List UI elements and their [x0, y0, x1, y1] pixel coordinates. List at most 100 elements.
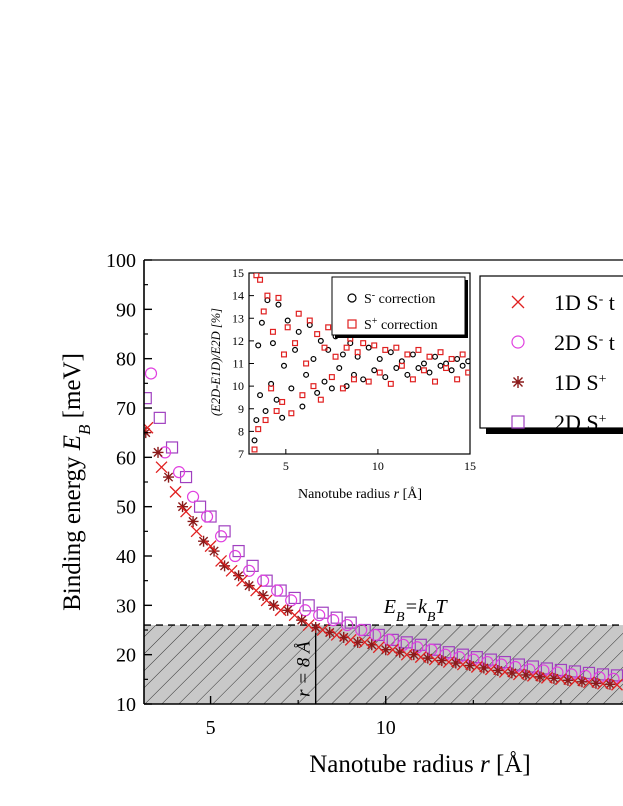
inset-point-circle-0: [251, 437, 258, 444]
x-tick-label: 10: [376, 717, 396, 739]
inset-point-square-12: [280, 351, 287, 358]
point-x-20: [400, 648, 413, 661]
inset-point-square-4: [260, 308, 267, 315]
point-x-12: [288, 609, 301, 622]
inset-point-circle-52: [465, 358, 470, 365]
point-square-28: [526, 660, 540, 673]
point-square-22: [442, 646, 455, 659]
inset-point-square-36: [376, 369, 383, 376]
inset-point-circle-1: [253, 417, 260, 424]
inset-point-circle-3: [257, 392, 264, 399]
inset-point-circle-23: [321, 378, 328, 385]
point-x-18: [372, 641, 385, 654]
inset-y-tick-label: 12: [232, 334, 244, 348]
legend-label-1d-s-minus: 1D S- t: [554, 290, 615, 315]
point-square-1: [153, 411, 166, 424]
inset-point-square-22: [317, 396, 324, 403]
point-star-1: [152, 446, 164, 458]
inset-y-axis-title: (E2D-E1D)/E2D [%]: [209, 308, 223, 416]
inset-point-circle-15: [292, 346, 299, 353]
point-star-17: [352, 636, 364, 648]
point-square-5: [204, 510, 217, 523]
inset-point-circle-21: [314, 389, 321, 396]
point-star-18: [366, 639, 378, 651]
point-x-8: [236, 574, 249, 587]
point-star-33: [576, 676, 588, 688]
inset-point-square-7: [268, 385, 275, 392]
inset-point-circle-41: [404, 371, 411, 378]
point-circle-8: [257, 574, 270, 587]
inset-point-circle-46: [432, 353, 439, 360]
inset-x-axis-title: Nanotube radius r [Å]: [298, 486, 422, 502]
inset-point-square-33: [360, 340, 367, 347]
inset-point-square-10: [275, 294, 282, 301]
point-star-7: [219, 560, 231, 572]
inset-point-square-50: [454, 376, 461, 383]
point-circle-2: [172, 466, 186, 479]
inset-point-square-40: [398, 362, 405, 369]
inset-point-circle-47: [437, 362, 444, 369]
point-x-17: [358, 636, 371, 649]
main-data-points: [144, 367, 623, 691]
inset-point-circle-17: [299, 403, 306, 410]
point-square-14: [330, 611, 343, 624]
inset-point-circle-5: [262, 408, 269, 415]
point-x-14: [316, 624, 329, 636]
point-square-17: [372, 628, 385, 642]
inset-point-circle-38: [387, 349, 394, 356]
point-x-10: [260, 594, 273, 607]
inset-data-points: [251, 273, 470, 453]
point-circle-10: [285, 594, 298, 607]
point-star-16: [338, 631, 350, 643]
inset-point-circle-45: [426, 369, 433, 376]
point-square-33: [596, 668, 610, 681]
inset-point-square-24: [325, 324, 332, 331]
inset-point-circle-22: [317, 337, 324, 344]
point-star-10: [257, 589, 269, 601]
point-star-27: [492, 664, 504, 676]
inset-point-circle-33: [360, 376, 367, 383]
inset-point-square-2: [255, 426, 262, 433]
point-star-30: [534, 671, 546, 683]
point-star-13: [296, 614, 308, 626]
inset-point-circle-18: [303, 371, 310, 378]
point-square-19: [400, 636, 413, 649]
inset-point-circle-42: [409, 351, 416, 358]
point-x-25: [470, 661, 483, 673]
point-square-31: [568, 665, 582, 678]
inset-point-square-47: [437, 349, 444, 356]
point-star-29: [520, 669, 532, 681]
point-star-25: [464, 660, 476, 672]
point-star-34: [590, 677, 602, 689]
point-star-23: [436, 655, 448, 667]
point-x-6: [215, 554, 228, 567]
point-x-22: [428, 653, 441, 666]
inset-point-circle-34: [365, 344, 372, 351]
point-square-24: [470, 651, 483, 664]
point-circle-7: [243, 564, 256, 577]
point-star-24: [450, 657, 462, 669]
point-square-4: [193, 500, 207, 513]
inset-point-circle-50: [454, 355, 461, 362]
inset-point-square-35: [371, 342, 378, 349]
point-square-34: [610, 669, 623, 682]
inset-point-square-34: [365, 378, 372, 385]
inset-point-square-39: [393, 344, 400, 351]
inset-point-square-42: [409, 376, 416, 383]
inset-point-circle-10: [275, 301, 282, 308]
x-tick-label: 5: [206, 717, 216, 739]
point-square-25: [484, 653, 497, 666]
point-x-13: [302, 619, 315, 632]
point-star-8: [233, 570, 245, 582]
point-circle-4: [200, 510, 214, 523]
inset-point-circle-28: [339, 351, 346, 358]
point-x-5: [204, 540, 217, 553]
inset-legend-markers: [347, 293, 357, 329]
inset-point-square-5: [262, 417, 269, 424]
inset-point-square-51: [459, 351, 466, 358]
inset-point-square-3: [257, 276, 264, 283]
inset-point-square-52: [465, 369, 470, 376]
threshold-label: EB=kBT: [383, 596, 449, 625]
point-star-22: [422, 652, 434, 664]
